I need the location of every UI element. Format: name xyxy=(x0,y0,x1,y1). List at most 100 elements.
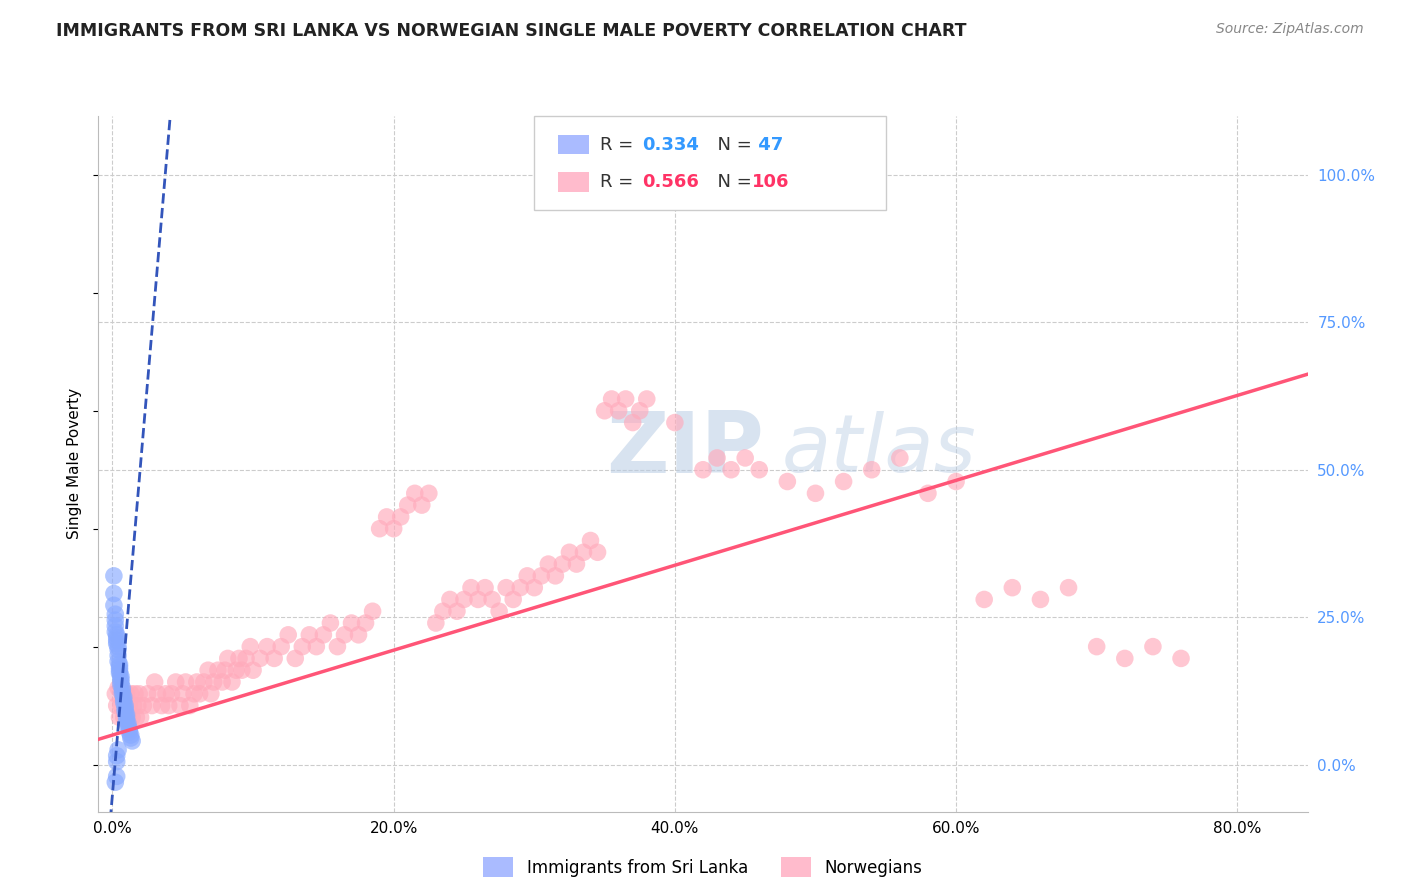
Point xyxy=(439,592,461,607)
Point xyxy=(105,769,128,783)
Point xyxy=(284,651,307,665)
Point xyxy=(776,475,799,489)
Point xyxy=(150,698,173,713)
Point xyxy=(973,592,995,607)
Point xyxy=(375,509,398,524)
Point xyxy=(231,663,253,677)
Point xyxy=(120,728,142,742)
Point xyxy=(103,569,125,583)
Point xyxy=(104,775,127,789)
Text: 0.566: 0.566 xyxy=(643,173,699,191)
Point xyxy=(104,607,127,622)
Point xyxy=(516,569,538,583)
Point xyxy=(1142,640,1164,654)
Point xyxy=(225,663,247,677)
Point xyxy=(460,581,482,595)
Point xyxy=(114,701,136,715)
Point xyxy=(263,651,285,665)
Point xyxy=(104,687,127,701)
Point xyxy=(108,657,131,672)
Point xyxy=(530,569,553,583)
Point xyxy=(111,681,134,695)
Point xyxy=(579,533,602,548)
Point xyxy=(129,710,152,724)
Text: 106: 106 xyxy=(752,173,790,191)
Text: R =: R = xyxy=(600,173,640,191)
Point xyxy=(340,615,363,630)
Point xyxy=(692,463,714,477)
Point xyxy=(108,666,131,681)
Point xyxy=(174,675,197,690)
Point xyxy=(537,557,560,571)
Point xyxy=(111,687,134,701)
Point xyxy=(110,675,132,690)
Point xyxy=(396,498,419,512)
Point xyxy=(326,640,349,654)
Point xyxy=(114,698,136,713)
Point xyxy=(481,592,503,607)
Point xyxy=(474,581,496,595)
Point xyxy=(917,486,939,500)
Point xyxy=(117,710,139,724)
Y-axis label: Single Male Poverty: Single Male Poverty xyxy=(67,388,83,540)
Point xyxy=(160,687,183,701)
Point xyxy=(1001,581,1024,595)
Point xyxy=(107,648,129,663)
Point xyxy=(105,755,128,769)
Point xyxy=(112,690,135,704)
Point xyxy=(312,628,335,642)
Point xyxy=(748,168,770,182)
Point xyxy=(132,698,155,713)
Text: 0.334: 0.334 xyxy=(643,136,699,153)
Point xyxy=(118,725,141,739)
Point xyxy=(551,557,574,571)
Point xyxy=(141,698,163,713)
Point xyxy=(495,581,517,595)
Point xyxy=(221,675,243,690)
Point xyxy=(1057,581,1080,595)
Point xyxy=(108,710,131,724)
Text: ZIP: ZIP xyxy=(606,409,763,491)
Point xyxy=(945,475,967,489)
Point xyxy=(860,463,883,477)
Point xyxy=(217,651,239,665)
Point xyxy=(298,628,321,642)
Point xyxy=(118,698,141,713)
Point xyxy=(586,545,609,559)
Point xyxy=(117,719,139,733)
Point xyxy=(544,569,567,583)
Point xyxy=(112,692,135,706)
Point xyxy=(146,687,169,701)
Text: atlas: atlas xyxy=(782,411,976,489)
Point xyxy=(509,581,531,595)
Point xyxy=(128,687,150,701)
Point xyxy=(319,615,342,630)
Point xyxy=(242,663,264,677)
Point xyxy=(121,734,143,748)
Point xyxy=(425,615,447,630)
Point xyxy=(110,669,132,683)
Point xyxy=(706,450,728,465)
Point xyxy=(103,599,125,613)
Point xyxy=(110,672,132,686)
Point xyxy=(104,619,127,633)
Point xyxy=(347,628,370,642)
Point xyxy=(118,722,141,736)
Point xyxy=(183,687,205,701)
Point xyxy=(179,698,201,713)
Point xyxy=(120,731,142,745)
Point xyxy=(270,640,292,654)
Point xyxy=(239,640,262,654)
Point xyxy=(155,687,177,701)
Point xyxy=(120,687,142,701)
Point xyxy=(105,628,128,642)
Point xyxy=(197,663,219,677)
Point xyxy=(107,654,129,668)
Point xyxy=(104,624,127,639)
Point xyxy=(404,486,426,500)
Point xyxy=(125,710,148,724)
Point xyxy=(108,663,131,677)
Point xyxy=(117,716,139,731)
Point xyxy=(103,586,125,600)
Text: N =: N = xyxy=(706,136,758,153)
